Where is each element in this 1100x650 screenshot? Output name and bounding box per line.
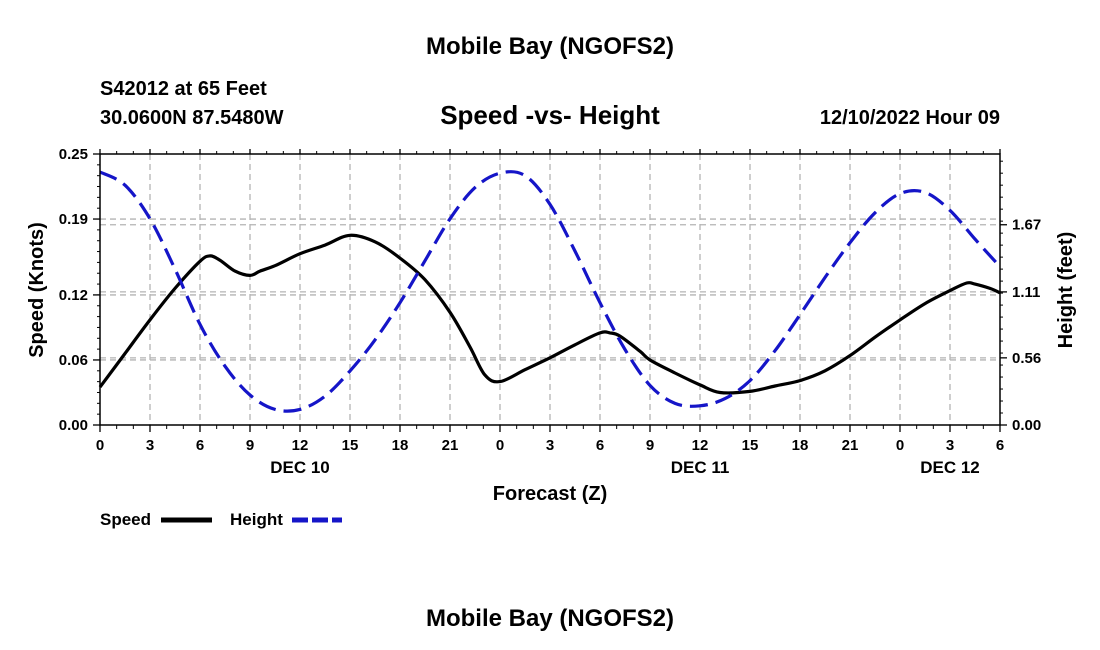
x-tick-label: 12 bbox=[292, 437, 309, 454]
x-tick-label: 12 bbox=[692, 437, 709, 454]
y-tick-label-left: 0.06 bbox=[59, 352, 88, 369]
day-label: DEC 11 bbox=[671, 458, 730, 477]
x-tick-label: 0 bbox=[96, 437, 104, 454]
x-tick-label: 21 bbox=[442, 437, 459, 454]
legend-height-label: Height bbox=[230, 510, 283, 529]
series-layer bbox=[98, 170, 1002, 413]
day-label: DEC 12 bbox=[920, 458, 980, 477]
x-tick-label: 3 bbox=[946, 437, 954, 454]
x-tick-label: 9 bbox=[246, 437, 254, 454]
page-title: Mobile Bay (NGOFS2) bbox=[426, 33, 674, 60]
left-axis-title: Speed (Knots) bbox=[26, 222, 48, 358]
y-tick-label-right: 0.00 bbox=[1012, 417, 1041, 434]
x-tick-label: 18 bbox=[792, 437, 809, 454]
forecast-datetime: 12/10/2022 Hour 09 bbox=[820, 107, 1000, 129]
right-axis-title: Height (feet) bbox=[1055, 232, 1077, 349]
x-tick-label: 15 bbox=[342, 437, 359, 454]
x-tick-label: 0 bbox=[496, 437, 504, 454]
y-tick-label-right: 1.67 bbox=[1012, 217, 1041, 234]
legend-speed-label: Speed bbox=[100, 510, 151, 529]
x-tick-label: 18 bbox=[392, 437, 409, 454]
footer-title: Mobile Bay (NGOFS2) bbox=[426, 605, 674, 632]
x-tick-label: 6 bbox=[996, 437, 1004, 454]
series-line-speed bbox=[98, 233, 1001, 395]
x-axis-title: Forecast (Z) bbox=[493, 483, 607, 505]
legend: Speed Height bbox=[100, 510, 342, 529]
x-tick-label: 3 bbox=[546, 437, 554, 454]
day-label: DEC 10 bbox=[270, 458, 330, 477]
x-tick-label: 0 bbox=[896, 437, 904, 454]
grid bbox=[100, 154, 1000, 425]
x-tick-label: 15 bbox=[742, 437, 759, 454]
y-tick-label-left: 0.25 bbox=[59, 146, 88, 163]
y-tick-label-left: 0.12 bbox=[59, 287, 88, 304]
coordinates-label: 30.0600N 87.5480W bbox=[100, 107, 284, 129]
station-label: S42012 at 65 Feet bbox=[100, 78, 267, 100]
x-tick-label: 6 bbox=[596, 437, 604, 454]
y-tick-label-right: 0.56 bbox=[1012, 350, 1041, 367]
ticks bbox=[93, 149, 1007, 432]
y-tick-label-left: 0.00 bbox=[59, 417, 88, 434]
x-tick-label: 6 bbox=[196, 437, 204, 454]
x-tick-label: 3 bbox=[146, 437, 154, 454]
y-tick-label-right: 1.11 bbox=[1012, 284, 1040, 301]
y-tick-label-left: 0.19 bbox=[59, 211, 88, 228]
tick-labels: 0 3 6 9 12 15 18 21 0 3 6 9 12 15 18 21 0 3 6 DEC 10 DEC 11 D… bbox=[59, 146, 1041, 477]
x-tick-label: 9 bbox=[646, 437, 654, 454]
chart-title: Speed -vs- Height bbox=[440, 100, 660, 130]
x-tick-label: 21 bbox=[842, 437, 859, 454]
series-line-height bbox=[99, 170, 1002, 413]
